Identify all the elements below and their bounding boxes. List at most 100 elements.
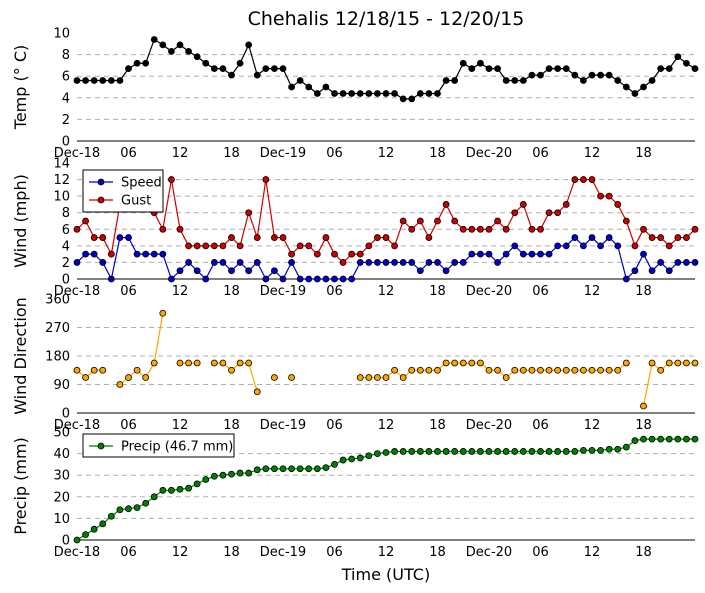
- direction-data-point: [597, 366, 604, 374]
- wind-data-point: [348, 275, 356, 283]
- temp-data-point: [494, 65, 501, 73]
- wind-data-point: [614, 201, 622, 208]
- temp-data-point: [622, 83, 630, 91]
- wind-data-point: [219, 259, 227, 266]
- wind-data-point: [425, 259, 433, 266]
- wind-data-point: [657, 259, 665, 266]
- precip-series-precip-46-7-mm: [73, 435, 699, 544]
- direction-x-tick-label: 06: [326, 418, 343, 433]
- wind-data-point: [176, 225, 184, 233]
- temp-x-tick-label: 06: [532, 146, 549, 161]
- temp-data-point: [322, 83, 330, 91]
- precip-data-point: [185, 484, 192, 492]
- temp-data-point: [537, 71, 544, 79]
- direction-data-point: [125, 374, 132, 381]
- temp-data-point: [168, 47, 175, 55]
- wind-data-point: [279, 234, 287, 241]
- wind-data-point: [691, 225, 699, 233]
- wind-data-point: [73, 259, 81, 266]
- direction-data-point: [640, 402, 647, 410]
- wind-data-point: [305, 242, 313, 250]
- direction-x-tick-label: 06: [120, 418, 137, 433]
- direction-x-tick-label: 12: [378, 418, 395, 433]
- wind-data-point: [434, 259, 441, 266]
- precip-data-point: [683, 435, 690, 443]
- wind-data-point: [519, 201, 527, 208]
- temp-data-point: [90, 77, 98, 84]
- precip-data-point: [99, 520, 107, 528]
- temp-data-point: [459, 59, 467, 67]
- precip-data-point: [228, 470, 235, 478]
- wind-data-point: [339, 275, 347, 283]
- precip-data-point: [279, 465, 287, 473]
- wind-data-point: [674, 234, 682, 241]
- precip-x-tick-label: 12: [584, 545, 601, 560]
- temp-x-tick-label: Dec-19: [260, 146, 306, 161]
- wind-data-point: [253, 234, 261, 241]
- temp-data-point: [399, 95, 407, 103]
- direction-data-point: [580, 366, 587, 374]
- wind-x-tick-label: Dec-20: [466, 284, 512, 299]
- wind-data-point: [399, 259, 407, 266]
- temp-y-tick-label: 8: [62, 48, 70, 63]
- temp-y-tick-label: 2: [62, 113, 70, 128]
- precip-y-tick-label: 30: [53, 469, 70, 484]
- wind-data-point: [322, 234, 330, 241]
- temp-y-tick-label: 10: [53, 27, 70, 42]
- wind-data-point: [511, 242, 519, 250]
- wind-data-point: [442, 267, 450, 275]
- precip-data-point: [271, 465, 278, 473]
- precip-data-point: [288, 465, 295, 473]
- wind-y-tick-label: 2: [62, 256, 70, 271]
- temp-data-point: [159, 41, 167, 49]
- precip-data-point: [331, 460, 338, 468]
- direction-data-point: [648, 359, 656, 367]
- direction-data-point: [622, 359, 630, 367]
- precip-data-point: [296, 465, 304, 473]
- temp-data-point: [434, 90, 441, 97]
- wind-data-point: [374, 259, 381, 266]
- wind-data-point: [313, 275, 321, 283]
- wind-data-point: [502, 250, 510, 258]
- wind-data-point: [210, 242, 218, 250]
- temp-x-tick-label: 12: [584, 146, 601, 161]
- temp-data-point: [648, 77, 656, 84]
- wind-data-point: [279, 275, 287, 283]
- direction-data-point: [485, 366, 493, 374]
- wind-data-point: [631, 242, 639, 250]
- precip-x-tick-label: 12: [378, 545, 395, 560]
- precip-data-point: [90, 525, 98, 533]
- temp-x-tick-label: 18: [635, 146, 652, 161]
- temp-x-tick-label: 06: [120, 146, 137, 161]
- wind-data-point: [236, 242, 244, 250]
- temp-data-point: [391, 90, 398, 97]
- precip-data-point: [408, 448, 416, 455]
- wind-legend-label: Gust: [121, 194, 151, 209]
- temp-data-point: [253, 71, 261, 79]
- wind-data-point: [425, 234, 433, 241]
- precip-data-point: [545, 448, 553, 455]
- precip-data-point: [580, 446, 587, 454]
- wind-y-tick-label: 8: [62, 206, 70, 221]
- wind-data-point: [477, 250, 484, 258]
- precip-data-point: [399, 448, 407, 455]
- direction-data-point: [253, 388, 261, 396]
- wind-data-point: [502, 225, 510, 233]
- precip-data-point: [640, 435, 647, 443]
- direction-x-tick-label: Dec-20: [466, 418, 512, 433]
- wind-x-tick-label: 12: [378, 284, 395, 299]
- temp-data-point: [554, 65, 562, 73]
- wind-data-point: [142, 250, 150, 258]
- temp-data-point: [245, 41, 253, 49]
- wind-data-point: [90, 250, 98, 258]
- direction-data-point: [528, 366, 536, 374]
- precip-data-point: [305, 465, 313, 473]
- direction-data-point: [605, 366, 613, 374]
- panel-temp: 0 2 4 6 8 10 Dec-18 06 12 18 Dec-19 06 12 18 Dec-20 06 1…: [11, 27, 699, 161]
- direction-data-point: [288, 374, 295, 381]
- wind-data-point: [236, 259, 244, 266]
- temp-data-point: [176, 41, 184, 49]
- wind-data-point: [228, 267, 235, 275]
